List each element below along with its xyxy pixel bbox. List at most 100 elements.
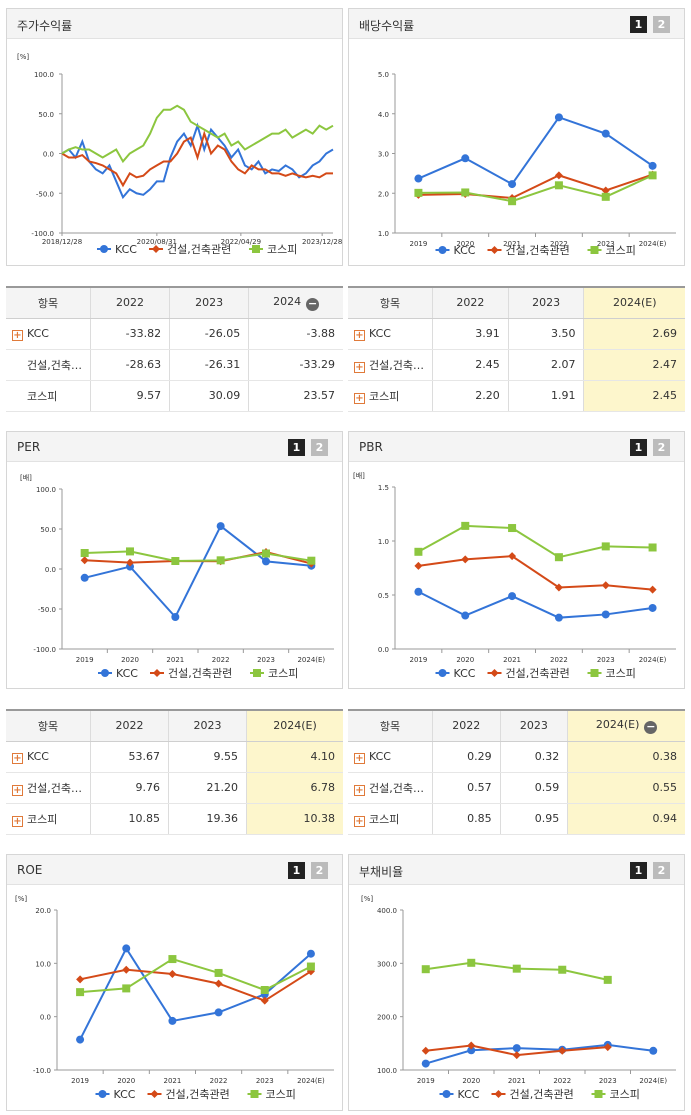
sector-point — [461, 555, 470, 564]
pbr-chart: [배] 1.5 1.0 0.5 0.0 2019 2020 2021 2022 2023 2024(… — [353, 471, 676, 680]
y-tick-label: 1.0 — [378, 538, 389, 546]
table-cell: 0.57 — [432, 772, 501, 804]
table-header-col: 2023 — [169, 287, 250, 319]
collapse-icon[interactable]: − — [644, 719, 658, 734]
kcc-point — [214, 1008, 223, 1017]
sector-point — [601, 581, 610, 590]
table-header-col: 2022 — [432, 287, 509, 319]
table-cell: 2.47 — [583, 349, 685, 381]
y-tick-label: 50.0 — [38, 111, 54, 119]
kospi-point — [467, 958, 476, 967]
series-sector — [421, 1041, 612, 1060]
y-tick-label: 0.5 — [378, 592, 389, 600]
x-tick-label: 2023 — [256, 1077, 274, 1085]
kcc-point — [648, 603, 657, 612]
legend-marker — [98, 1090, 107, 1098]
table-header-row: 항목 2022 2023 2024(E) — [6, 710, 343, 742]
sector-point — [126, 558, 134, 567]
row-name[interactable]: + 건설,건축… — [6, 772, 91, 804]
x-tick-label: 2020 — [456, 240, 474, 248]
y-tick-label: 20.0 — [35, 907, 51, 915]
row-name[interactable]: + 건설,건축… — [348, 772, 433, 804]
expand-icon[interactable]: + — [12, 752, 23, 764]
legend-marker — [442, 1090, 451, 1098]
x-tick-label: 2023/12/28 — [302, 238, 342, 246]
x-tick-label: 2019 — [76, 656, 94, 664]
kcc-point — [601, 129, 610, 138]
row-name[interactable]: + 건설,건축… — [348, 349, 433, 381]
legend-label: 코스피 — [610, 1088, 640, 1101]
legend-marker — [150, 1090, 159, 1098]
expand-icon[interactable]: + — [354, 752, 365, 764]
row-name[interactable]: + 코스피 — [6, 803, 91, 835]
table-cell: 19.36 — [168, 803, 247, 835]
table-cell: 21.20 — [168, 772, 247, 804]
series-kospi — [76, 955, 315, 997]
series-kospi — [414, 171, 657, 206]
table-cell: -33.29 — [248, 349, 343, 381]
expand-icon[interactable]: + — [354, 392, 365, 404]
series-kcc — [76, 944, 315, 1044]
row-name[interactable]: + 코스피 — [348, 380, 433, 412]
panel-title: ROE — [17, 863, 43, 877]
row-name[interactable]: + KCC — [348, 741, 433, 773]
y-tick-label: 1.5 — [378, 484, 389, 492]
expand-icon[interactable]: + — [354, 784, 365, 796]
table-row: + 코스피 2.20 1.91 2.45 — [348, 380, 685, 412]
page-button-1[interactable]: 1 — [288, 862, 305, 879]
page-button-2[interactable]: 2 — [653, 862, 670, 879]
chart-legend: KCC 건설,건축관련 코스피 — [435, 667, 636, 680]
roe-panel: ROE 1 2 [%] 20.0 10.0 0.0 -10.0 2019 2020 2021 2… — [6, 854, 343, 1111]
expand-icon[interactable]: + — [354, 815, 365, 827]
y-tick-label: 50.0 — [40, 526, 56, 534]
row-name[interactable]: + KCC — [6, 318, 91, 350]
kospi-point — [461, 521, 470, 530]
y-unit-label: [%] — [361, 895, 373, 903]
kcc-point — [414, 587, 423, 596]
page-button-2[interactable]: 2 — [311, 862, 328, 879]
y-tick-label: -100.0 — [33, 646, 56, 654]
row-name[interactable]: + KCC — [6, 741, 91, 773]
row-name[interactable]: + 코스피 — [348, 803, 433, 835]
row-name[interactable]: + KCC — [348, 318, 433, 350]
kospi-point — [307, 556, 316, 565]
page-button-1[interactable]: 1 — [630, 862, 647, 879]
kospi-point — [558, 965, 567, 974]
table-cell: 10.85 — [90, 803, 169, 835]
x-tick-label: 2019 — [71, 1077, 89, 1085]
table-cell: 10.38 — [246, 803, 343, 835]
series-line — [418, 116, 654, 186]
table-header-col: 2023 — [168, 710, 247, 742]
x-tick-label: 2022/04/29 — [221, 238, 261, 246]
table-cell: 53.67 — [90, 741, 169, 773]
collapse-icon[interactable]: − — [306, 296, 320, 311]
table-cell: 6.78 — [246, 772, 343, 804]
page-button-1[interactable]: 1 — [630, 16, 647, 33]
expand-icon[interactable]: + — [354, 361, 365, 373]
top-tab-strip — [225, 0, 665, 14]
legend-marker — [490, 246, 499, 254]
table-cell: 2.07 — [508, 349, 585, 381]
kcc-point — [461, 154, 470, 163]
table-cell: 23.57 — [248, 380, 343, 412]
page-button-2[interactable]: 2 — [311, 439, 328, 456]
page-button-1[interactable]: 1 — [288, 439, 305, 456]
kospi-point — [603, 975, 612, 984]
expand-icon[interactable]: + — [12, 329, 23, 341]
expand-icon[interactable]: + — [354, 329, 365, 341]
row-name: 건설,건축… — [6, 349, 91, 381]
sector-point — [648, 585, 657, 594]
table-header-item: 항목 — [6, 287, 91, 319]
page-button-2[interactable]: 2 — [653, 439, 670, 456]
table-row: + 코스피 0.85 0.95 0.94 — [348, 803, 685, 835]
page-button-1[interactable]: 1 — [630, 439, 647, 456]
sector-point — [508, 552, 517, 561]
page-button-2[interactable]: 2 — [653, 16, 670, 33]
y-tick-label: 300.0 — [377, 960, 397, 968]
table-header-row: 항목 2022 2023 2024− — [6, 287, 343, 319]
chart-legend: KCC 건설,건축관련 코스피 — [98, 667, 298, 680]
expand-icon[interactable]: + — [12, 815, 23, 827]
expand-icon[interactable]: + — [12, 784, 23, 796]
chart-legend: KCC 건설,건축관련 코스피 — [439, 1088, 640, 1101]
x-tick-label: 2022 — [212, 656, 230, 664]
